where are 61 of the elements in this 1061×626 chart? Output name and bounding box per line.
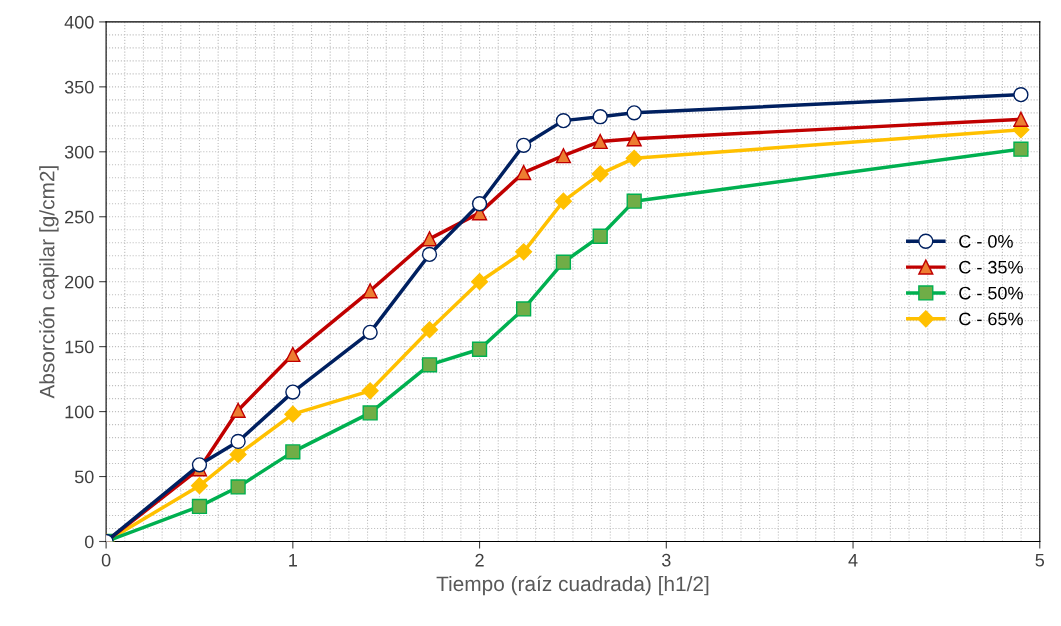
- point: [284, 405, 302, 423]
- legend-label: C - 65%: [959, 312, 1023, 326]
- point: [555, 112, 572, 129]
- point: [362, 283, 378, 299]
- point: [516, 137, 532, 153]
- point: [591, 165, 609, 183]
- point: [361, 382, 379, 400]
- y-tick-label: 300: [64, 145, 94, 159]
- x-tick-label: 4: [848, 553, 858, 567]
- point: [471, 341, 488, 357]
- point: [191, 498, 208, 515]
- point: [626, 193, 642, 209]
- point: [285, 444, 301, 460]
- point: [471, 196, 488, 212]
- point: [421, 246, 438, 263]
- x-tick-label: 0: [101, 553, 111, 567]
- point: [555, 148, 572, 164]
- point: [516, 301, 532, 317]
- y-tick-label: 400: [64, 15, 94, 29]
- legend-label: C - 35%: [959, 260, 1023, 274]
- point: [421, 231, 438, 247]
- y-tick-label: 150: [65, 340, 94, 354]
- point: [515, 243, 533, 261]
- point: [362, 324, 378, 340]
- point: [516, 164, 532, 181]
- point: [190, 477, 209, 495]
- point: [554, 192, 572, 210]
- legend-label: C - 0%: [959, 234, 1013, 248]
- y-tick-label: 200: [65, 275, 94, 289]
- point: [626, 105, 642, 121]
- y-tick-label: 0: [84, 535, 94, 549]
- point: [285, 346, 301, 363]
- point: [592, 228, 608, 244]
- point: [420, 321, 439, 339]
- point: [592, 109, 608, 125]
- x-tick-label: 5: [1035, 553, 1045, 567]
- y-tick-label: 250: [65, 210, 94, 224]
- point: [362, 405, 378, 421]
- y-tick-label: 50: [74, 470, 94, 484]
- point: [191, 457, 208, 473]
- x-tick-label: 1: [289, 553, 297, 567]
- x-tick-label: 3: [661, 553, 671, 567]
- point: [421, 357, 438, 373]
- point: [230, 402, 246, 418]
- legend-label: C - 50%: [959, 286, 1023, 300]
- point: [555, 254, 572, 270]
- point: [1013, 141, 1029, 157]
- y-axis-title: Absorción capilar [g/cm2]: [38, 166, 59, 399]
- x-axis-title: Tiempo (raíz cuadrada) [h1/2]: [436, 575, 709, 596]
- point: [230, 433, 246, 450]
- point: [230, 479, 246, 495]
- point: [592, 133, 608, 150]
- point: [1013, 87, 1029, 103]
- point: [625, 149, 643, 167]
- y-tick-label: 100: [65, 405, 94, 419]
- point: [1013, 111, 1029, 127]
- point: [626, 131, 642, 147]
- x-tick-label: 2: [475, 553, 484, 567]
- y-tick-label: 350: [64, 80, 94, 94]
- point: [471, 273, 489, 291]
- point: [285, 384, 301, 400]
